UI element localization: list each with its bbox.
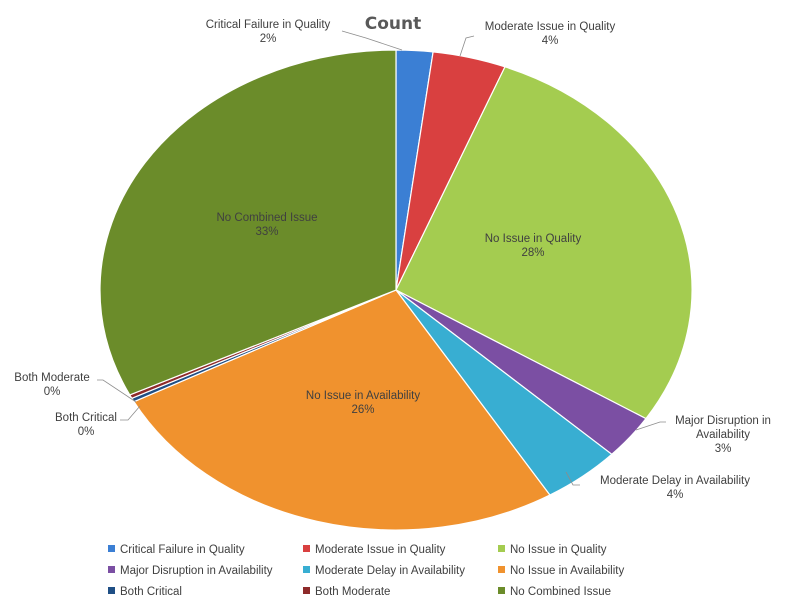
legend-label: No Issue in Availability bbox=[510, 565, 625, 577]
legend-label: Critical Failure in Quality bbox=[120, 544, 245, 556]
leader-line-4 bbox=[565, 471, 580, 486]
legend-item-3: Major Disruption in Availability bbox=[108, 565, 273, 577]
data-label-4: Moderate Delay in Availability 4% bbox=[600, 475, 750, 501]
legend-label: Moderate Issue in Quality bbox=[315, 544, 446, 556]
legend-swatch bbox=[108, 587, 115, 594]
pie-slice-5 bbox=[133, 289, 551, 531]
data-label-0: Critical Failure in Quality 2% bbox=[206, 19, 331, 45]
legend-label: No Combined Issue bbox=[510, 586, 611, 598]
chart-title: Count bbox=[365, 14, 422, 34]
data-label-8: No Combined Issue 33% bbox=[217, 212, 318, 238]
legend-label: No Issue in Quality bbox=[510, 544, 607, 556]
legend-swatch bbox=[108, 566, 115, 573]
legend-item-1: Moderate Issue in Quality bbox=[303, 544, 445, 556]
legend-swatch bbox=[303, 545, 310, 552]
legend-item-0: Critical Failure in Quality bbox=[108, 544, 245, 556]
legend-label: Both Moderate bbox=[315, 586, 391, 598]
legend-item-7: Both Moderate bbox=[303, 586, 390, 598]
legend-label: Both Critical bbox=[120, 586, 182, 598]
data-label-2: No Issue in Quality 28% bbox=[485, 233, 582, 259]
legend-swatch bbox=[303, 587, 310, 594]
legend-item-2: No Issue in Quality bbox=[498, 544, 607, 556]
leader-line-1 bbox=[459, 35, 475, 57]
legend-label: Moderate Delay in Availability bbox=[315, 565, 466, 577]
pie-slice-8 bbox=[99, 49, 397, 396]
legend-item-5: No Issue in Availability bbox=[498, 565, 624, 577]
legend-item-6: Both Critical bbox=[108, 586, 182, 598]
data-label-3: Major Disruption in Availability 3% bbox=[675, 415, 771, 455]
data-label-1: Moderate Issue in Quality 4% bbox=[485, 21, 616, 47]
leader-line-7 bbox=[97, 379, 137, 403]
data-label-7: Both Moderate 0% bbox=[14, 372, 89, 398]
legend-swatch bbox=[498, 566, 505, 573]
data-label-5: No Issue in Availability 26% bbox=[306, 390, 420, 416]
legend-swatch bbox=[303, 566, 310, 573]
pie-chart: Count Critical Failure in Quality 2% Moder… bbox=[14, 14, 771, 531]
legend-item-4: Moderate Delay in Availability bbox=[303, 565, 465, 577]
legend-swatch bbox=[498, 587, 505, 594]
leader-line-0 bbox=[341, 30, 403, 51]
legend-item-8: No Combined Issue bbox=[498, 586, 611, 598]
data-label-6: Both Critical 0% bbox=[55, 412, 117, 438]
leader-line-6 bbox=[120, 405, 141, 421]
legend-swatch bbox=[108, 545, 115, 552]
pie-slice-2 bbox=[395, 66, 693, 420]
legend-label: Major Disruption in Availability bbox=[120, 565, 273, 577]
leader-line-3 bbox=[635, 421, 666, 431]
legend-swatch bbox=[498, 545, 505, 552]
